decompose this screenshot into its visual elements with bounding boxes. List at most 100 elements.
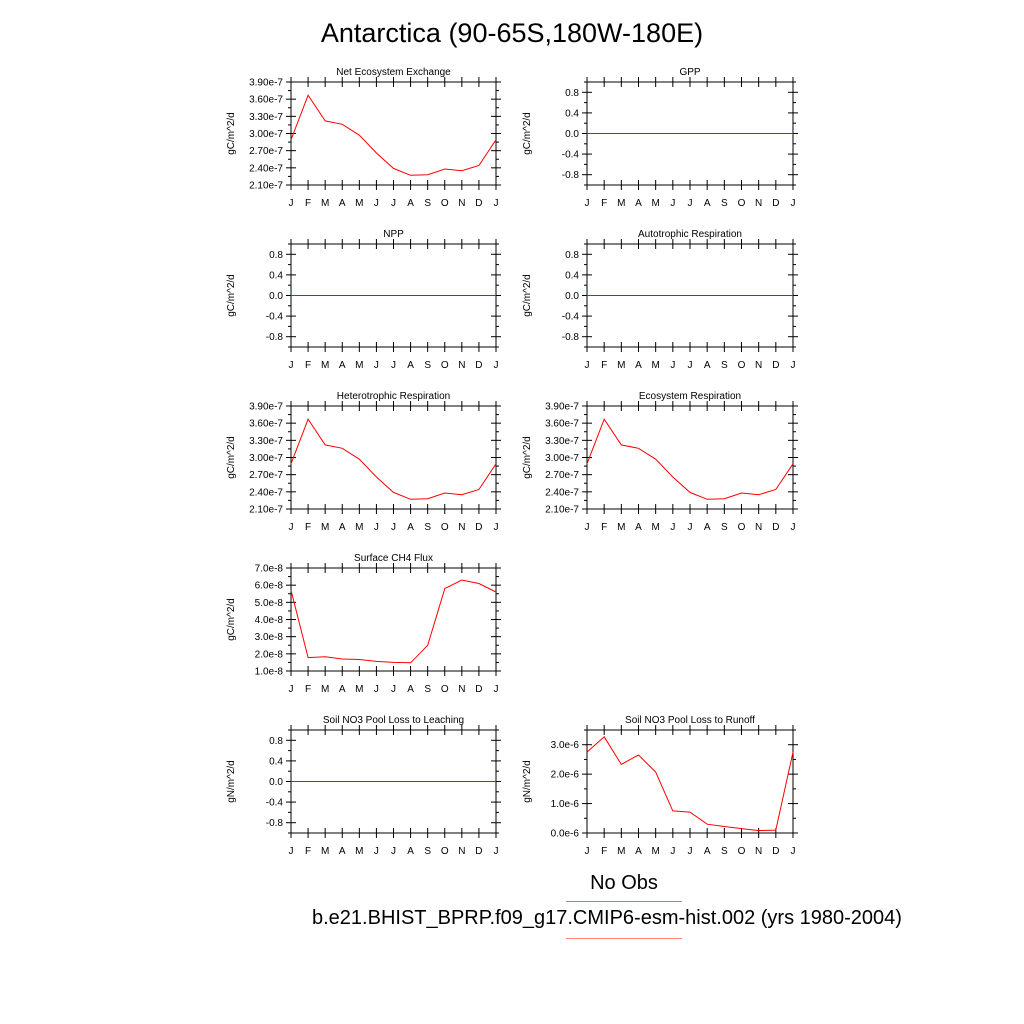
chart-title: Autotrophic Respiration — [638, 229, 742, 240]
x-tick-label: S — [721, 846, 728, 857]
x-tick-label: A — [635, 846, 642, 857]
legend-model-line — [566, 938, 682, 939]
x-tick-label: A — [407, 846, 414, 857]
y-tick-label: 2.70e-7 — [545, 470, 579, 481]
y-axis-label: gC/m^2/d — [226, 598, 237, 641]
x-tick-label: D — [475, 522, 482, 533]
y-tick-label: 4.0e-8 — [255, 615, 284, 626]
legend-model-label: b.e21.BHIST_BPRP.f09_g17.CMIP6-esm-hist.… — [312, 907, 902, 929]
x-tick-label: S — [424, 684, 431, 695]
y-axis-label: gC/m^2/d — [226, 274, 237, 317]
y-tick-label: 0.8 — [565, 250, 579, 261]
y-axis-label: gN/m^2/d — [226, 760, 237, 803]
y-axis-label: gC/m^2/d — [226, 436, 237, 479]
x-tick-label: A — [704, 846, 711, 857]
y-tick-label: 0.0 — [269, 777, 283, 788]
chart-title: Net Ecosystem Exchange — [336, 67, 451, 78]
x-tick-label: J — [494, 684, 499, 695]
x-tick-label: S — [424, 846, 431, 857]
y-tick-label: 3.60e-7 — [545, 419, 579, 430]
chart-title: Surface CH4 Flux — [354, 553, 433, 564]
y-tick-label: 3.30e-7 — [545, 436, 579, 447]
x-tick-label: J — [585, 846, 590, 857]
x-tick-label: J — [391, 684, 396, 695]
x-tick-label: M — [651, 846, 659, 857]
x-tick-label: M — [321, 522, 329, 533]
x-tick-label: J — [374, 846, 379, 857]
x-tick-label: S — [721, 522, 728, 533]
y-tick-label: 0.4 — [269, 756, 283, 767]
y-tick-label: 0.0 — [565, 291, 579, 302]
x-tick-label: J — [791, 846, 796, 857]
y-tick-label: 2.40e-7 — [545, 487, 579, 498]
x-tick-label: A — [407, 198, 414, 209]
x-tick-label: N — [755, 522, 762, 533]
y-tick-label: -0.4 — [562, 150, 580, 161]
x-tick-label: A — [635, 198, 642, 209]
y-tick-label: 3.60e-7 — [249, 419, 283, 430]
x-tick-label: M — [321, 684, 329, 695]
x-tick-label: S — [424, 522, 431, 533]
x-tick-label: J — [289, 522, 294, 533]
x-tick-label: M — [321, 198, 329, 209]
x-tick-label: J — [374, 522, 379, 533]
chart-title: Heterotrophic Respiration — [337, 391, 450, 402]
x-tick-label: J — [791, 198, 796, 209]
plot-frame — [290, 567, 497, 672]
x-tick-label: J — [688, 360, 693, 371]
y-tick-label: 0.4 — [565, 108, 579, 119]
x-tick-label: M — [355, 846, 363, 857]
x-tick-label: J — [494, 360, 499, 371]
y-tick-label: 0.8 — [269, 250, 283, 261]
y-tick-label: 3.90e-7 — [249, 402, 283, 413]
x-tick-label: J — [791, 360, 796, 371]
x-tick-label: J — [670, 198, 675, 209]
y-tick-label: 2.40e-7 — [249, 163, 283, 174]
y-tick-label: 2.10e-7 — [545, 505, 579, 516]
x-tick-label: J — [374, 360, 379, 371]
x-tick-label: M — [355, 360, 363, 371]
x-tick-label: F — [601, 360, 607, 371]
x-tick-label: S — [721, 360, 728, 371]
x-tick-label: M — [617, 522, 625, 533]
x-tick-label: A — [339, 198, 346, 209]
chart-title: Soil NO3 Pool Loss to Runoff — [625, 715, 755, 726]
x-tick-label: F — [601, 198, 607, 209]
x-tick-label: M — [321, 360, 329, 371]
x-tick-label: O — [738, 846, 746, 857]
series-line — [290, 579, 497, 664]
x-tick-label: A — [704, 522, 711, 533]
y-axis-label: gN/m^2/d — [522, 760, 533, 803]
y-tick-label: 3.00e-7 — [545, 453, 579, 464]
chart-title: Soil NO3 Pool Loss to Leaching — [323, 715, 464, 726]
x-tick-label: M — [355, 198, 363, 209]
y-tick-label: 1.0e-6 — [551, 799, 580, 810]
y-tick-label: -0.8 — [562, 170, 580, 181]
x-tick-label: N — [458, 684, 465, 695]
y-tick-label: 3.0e-6 — [551, 740, 580, 751]
y-axis-label: gC/m^2/d — [522, 112, 533, 155]
x-tick-label: M — [651, 360, 659, 371]
x-tick-label: N — [458, 846, 465, 857]
x-tick-label: J — [494, 198, 499, 209]
y-tick-label: 7.0e-8 — [255, 564, 284, 575]
x-tick-label: J — [374, 684, 379, 695]
y-tick-label: 0.4 — [269, 270, 283, 281]
y-tick-label: 3.00e-7 — [249, 453, 283, 464]
x-tick-label: F — [601, 522, 607, 533]
x-tick-label: A — [339, 684, 346, 695]
x-tick-label: J — [494, 522, 499, 533]
x-tick-label: D — [475, 360, 482, 371]
x-tick-label: D — [475, 846, 482, 857]
y-tick-label: 3.90e-7 — [249, 78, 283, 89]
x-tick-label: N — [755, 360, 762, 371]
x-tick-label: O — [738, 522, 746, 533]
x-tick-label: O — [441, 846, 449, 857]
